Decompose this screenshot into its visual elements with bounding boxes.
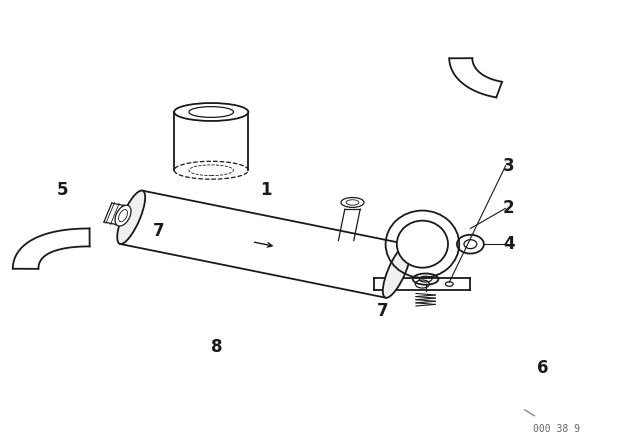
Text: 2: 2: [503, 199, 515, 217]
Text: 7: 7: [153, 222, 164, 240]
Ellipse shape: [115, 205, 131, 226]
Text: 4: 4: [503, 235, 515, 253]
Text: 6: 6: [537, 359, 548, 377]
Text: 3: 3: [503, 157, 515, 175]
Ellipse shape: [341, 198, 364, 207]
Text: 7: 7: [377, 302, 388, 320]
Ellipse shape: [397, 221, 448, 268]
Text: 1: 1: [260, 181, 271, 199]
Ellipse shape: [174, 103, 248, 121]
Text: 8: 8: [211, 338, 222, 356]
Text: 5: 5: [56, 181, 68, 199]
Ellipse shape: [117, 190, 145, 244]
Text: 000 38 9: 000 38 9: [533, 424, 580, 434]
Ellipse shape: [383, 244, 411, 298]
